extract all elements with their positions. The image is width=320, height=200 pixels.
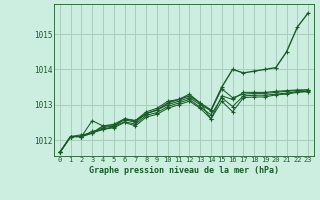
X-axis label: Graphe pression niveau de la mer (hPa): Graphe pression niveau de la mer (hPa) xyxy=(89,166,279,175)
